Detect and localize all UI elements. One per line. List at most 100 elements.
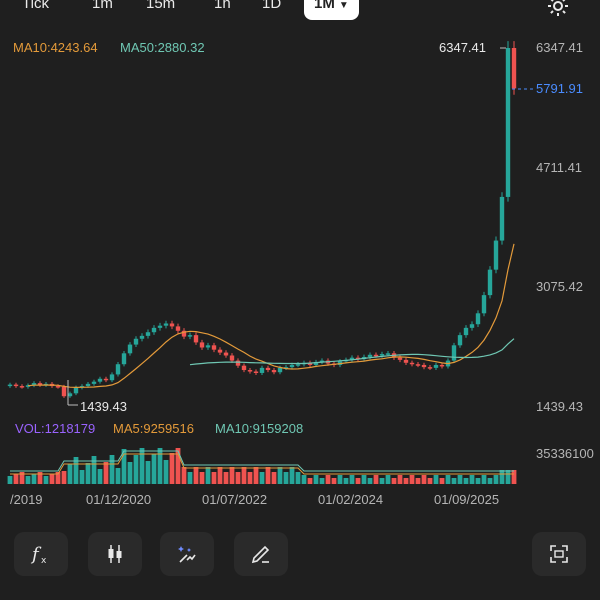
tab-tick[interactable]: Tick (22, 0, 49, 12)
candle-body (169, 323, 175, 327)
candle (307, 360, 313, 368)
tab-15m[interactable]: 15m (146, 0, 176, 12)
pencil-icon (251, 545, 270, 564)
volume-bar (319, 478, 325, 484)
candle (61, 384, 67, 398)
volume-bar (403, 478, 409, 484)
candle-body (319, 360, 325, 363)
volume-bar (211, 472, 217, 484)
volume-bar (205, 467, 211, 484)
draw-button[interactable] (234, 532, 288, 576)
volume-bar (241, 467, 247, 484)
timeframe-tabs: Tick 1m 15m 1h 1D 1M ▼ (0, 0, 600, 24)
candle (415, 362, 421, 368)
volume-bar (139, 448, 145, 484)
candle (505, 41, 511, 202)
tab-1d[interactable]: 1D (262, 0, 282, 12)
volume-bar (337, 475, 343, 484)
candle (211, 342, 217, 353)
candle (19, 384, 25, 389)
candle-body (433, 364, 439, 368)
volume-bar (199, 472, 205, 484)
volume-bar (31, 474, 37, 484)
chart-type-button[interactable] (88, 532, 142, 576)
volume-bar (421, 475, 427, 484)
volume-bar (373, 475, 379, 484)
volume-bar (193, 467, 199, 484)
volume-bar (307, 478, 313, 484)
candle-body (127, 344, 133, 354)
candle-body (505, 48, 511, 197)
candle-body (235, 360, 241, 366)
candle-body (409, 362, 415, 365)
volume-bar (85, 463, 91, 484)
candle (235, 358, 241, 368)
candle-body (73, 387, 79, 394)
candle-body (355, 357, 361, 360)
tab-1h[interactable]: 1h (214, 0, 231, 12)
candle (31, 381, 37, 388)
candle (145, 329, 151, 339)
candle (91, 379, 97, 386)
svg-text:x: x (41, 556, 47, 566)
volume-bar (505, 470, 511, 484)
candle-body (259, 367, 265, 373)
volume-bar (409, 475, 415, 484)
candle-body (13, 384, 19, 387)
candle-body (133, 338, 139, 345)
candle-body (289, 364, 295, 368)
volume-bar (445, 475, 451, 484)
ma50-legend: MA50:2880.32 (120, 40, 205, 55)
candle (67, 391, 73, 398)
candle (481, 291, 487, 317)
candle-body (313, 362, 319, 365)
candle-body (253, 371, 259, 373)
candle-body (367, 354, 373, 357)
tab-1m[interactable]: 1m (92, 0, 113, 12)
candle (319, 358, 325, 365)
candle (199, 339, 205, 350)
candle-body (85, 383, 91, 387)
volume-bar (415, 478, 421, 484)
volume-bar (499, 470, 505, 484)
volume-bar (463, 478, 469, 484)
low-price-label: 1439.43 (80, 399, 127, 414)
volume-bar (109, 455, 115, 484)
candle-body (511, 48, 517, 89)
volume-bar (97, 469, 103, 484)
price-tick-2: 4711.41 (536, 160, 583, 175)
ma10-line (27, 243, 515, 389)
candle (355, 355, 361, 362)
high-price-label: 6347.41 (439, 40, 486, 55)
candle (469, 321, 475, 331)
volume-bar (391, 478, 397, 484)
volume-bar (223, 472, 229, 484)
price-chart[interactable] (0, 0, 600, 520)
candle (151, 325, 157, 335)
candle (247, 367, 253, 374)
candle (259, 365, 265, 376)
volume-bar (493, 475, 499, 484)
tab-1mo[interactable]: 1M ▼ (304, 0, 359, 20)
candle (193, 332, 199, 345)
volume-ma5-line (10, 453, 514, 475)
candle-body (199, 342, 205, 348)
candle-body (307, 362, 313, 365)
volume-bar (295, 472, 301, 484)
candle-body (451, 345, 457, 361)
candle (157, 322, 163, 331)
fullscreen-button[interactable] (532, 532, 586, 576)
price-tick-1: 6347.41 (536, 40, 583, 55)
settings-icon[interactable] (546, 0, 572, 20)
candle (139, 333, 145, 342)
volume-bar (91, 456, 97, 484)
candle (37, 381, 43, 387)
candle-body (427, 367, 433, 369)
candle-body (25, 385, 31, 387)
ai-tools-button[interactable] (160, 532, 214, 576)
candle (499, 192, 505, 245)
volume-bar (271, 472, 277, 484)
volume-bar (277, 467, 283, 484)
